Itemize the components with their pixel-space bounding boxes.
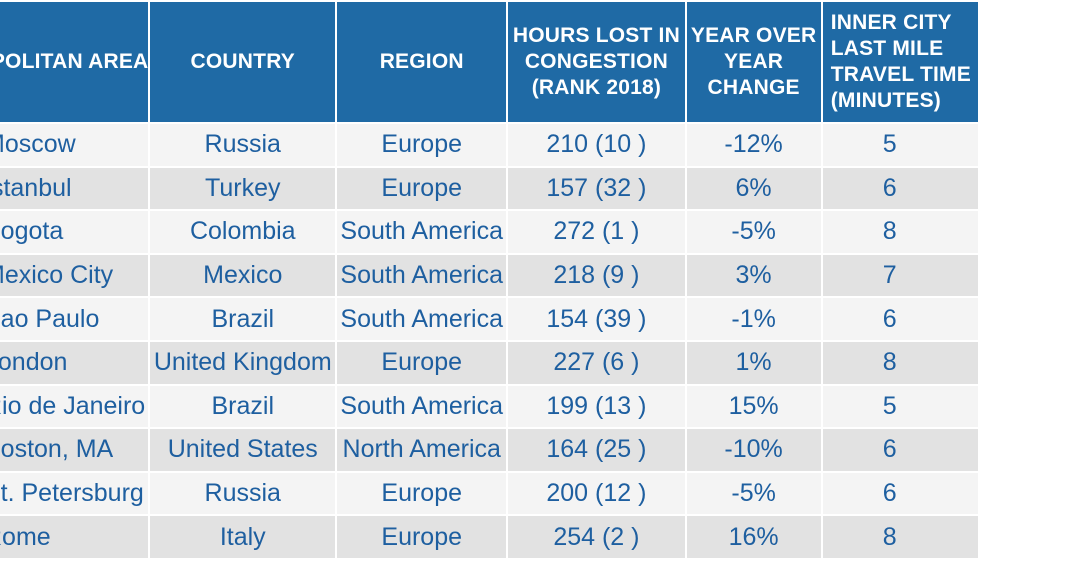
header-region: REGION xyxy=(335,0,509,124)
cell-last-mile: 7 xyxy=(820,252,981,299)
cell-country: Russia xyxy=(148,122,338,168)
cell-last-mile: 8 xyxy=(820,209,981,255)
cell-country: Brazil xyxy=(148,296,338,342)
cell-last-mile: 6 xyxy=(820,427,981,473)
cell-region: South America xyxy=(335,383,509,430)
cell-year-over-year: -5% xyxy=(684,470,823,517)
cell-metro-area: Rio de Janeiro xyxy=(0,383,151,430)
cell-metro-area: Boston, MA xyxy=(0,427,151,473)
header-metro-area: METROPOLITAN AREA xyxy=(0,0,151,124)
cell-metro-area: Sao Paulo xyxy=(0,296,151,342)
cell-metro-area: Bogota xyxy=(0,209,151,255)
cell-region: Europe xyxy=(335,470,509,517)
cell-metro-area: St. Petersburg xyxy=(0,470,151,517)
cell-last-mile: 6 xyxy=(820,470,981,517)
cell-last-mile: 6 xyxy=(820,296,981,342)
cell-hours-lost: 199 (13 ) xyxy=(506,383,687,430)
cell-metro-area: Moscow xyxy=(0,122,151,168)
cell-year-over-year: -12% xyxy=(684,122,823,168)
cell-region: South America xyxy=(335,209,509,255)
cell-year-over-year: -5% xyxy=(684,209,823,255)
cell-country: Italy xyxy=(148,514,338,560)
cell-metro-area: Mexico City xyxy=(0,252,151,299)
header-country: COUNTRY xyxy=(148,0,338,124)
cell-last-mile: 5 xyxy=(820,383,981,430)
cell-year-over-year: 15% xyxy=(684,383,823,430)
cell-country: Mexico xyxy=(148,252,338,299)
cell-country: United States xyxy=(148,427,338,473)
cell-year-over-year: -10% xyxy=(684,427,823,473)
cell-region: Europe xyxy=(335,122,509,168)
cell-year-over-year: -1% xyxy=(684,296,823,342)
cell-year-over-year: 6% xyxy=(684,165,823,212)
cell-region: Europe xyxy=(335,339,509,386)
cell-region: North America xyxy=(335,427,509,473)
cell-country: Colombia xyxy=(148,209,338,255)
cell-hours-lost: 227 (6 ) xyxy=(506,339,687,386)
header-hours-lost: HOURS LOST IN CONGESTION (RANK 2018) xyxy=(506,0,687,124)
cell-year-over-year: 16% xyxy=(684,514,823,560)
cell-hours-lost: 164 (25 ) xyxy=(506,427,687,473)
cell-hours-lost: 272 (1 ) xyxy=(506,209,687,255)
table-row: MoscowRussiaEurope210 (10 )-12%5 xyxy=(0,122,981,168)
cell-metro-area: Rome xyxy=(0,514,151,560)
cell-country: United Kingdom xyxy=(148,339,338,386)
cell-hours-lost: 254 (2 ) xyxy=(506,514,687,560)
cell-hours-lost: 210 (10 ) xyxy=(506,122,687,168)
cell-hours-lost: 218 (9 ) xyxy=(506,252,687,299)
congestion-table: METROPOLITAN AREA COUNTRY REGION HOURS L… xyxy=(0,0,981,560)
cell-region: South America xyxy=(335,252,509,299)
header-last-mile: INNER CITY LAST MILE TRAVEL TIME (MINUTE… xyxy=(820,0,981,124)
table-row: Rio de Janeiro Brazil South America 199 (13… xyxy=(0,383,981,430)
cell-last-mile: 6 xyxy=(820,165,981,212)
cell-last-mile: 5 xyxy=(820,122,981,168)
cell-last-mile: 8 xyxy=(820,514,981,560)
header-year-over-year: YEAR OVER YEAR CHANGE xyxy=(684,0,823,124)
header-row: METROPOLITAN AREA COUNTRY REGION HOURS L… xyxy=(0,0,981,124)
table-row: IstanbulTurkeyEurope157 (32 )6%6 xyxy=(0,165,981,212)
cell-hours-lost: 200 (12 ) xyxy=(506,470,687,517)
cell-metro-area: London xyxy=(0,339,151,386)
cell-country: Brazil xyxy=(148,383,338,430)
cell-metro-area: Istanbul xyxy=(0,165,151,212)
cell-region: Europe xyxy=(335,514,509,560)
cell-last-mile: 8 xyxy=(820,339,981,386)
table-row: RomeItalyEurope254 (2 )16%8 xyxy=(0,514,981,560)
cell-country: Turkey xyxy=(148,165,338,212)
cell-hours-lost: 157 (32 ) xyxy=(506,165,687,212)
cell-year-over-year: 1% xyxy=(684,339,823,386)
cell-hours-lost: 154 (39 ) xyxy=(506,296,687,342)
cell-region: Europe xyxy=(335,165,509,212)
cell-country: Russia xyxy=(148,470,338,517)
cell-year-over-year: 3% xyxy=(684,252,823,299)
cell-region: South America xyxy=(335,296,509,342)
